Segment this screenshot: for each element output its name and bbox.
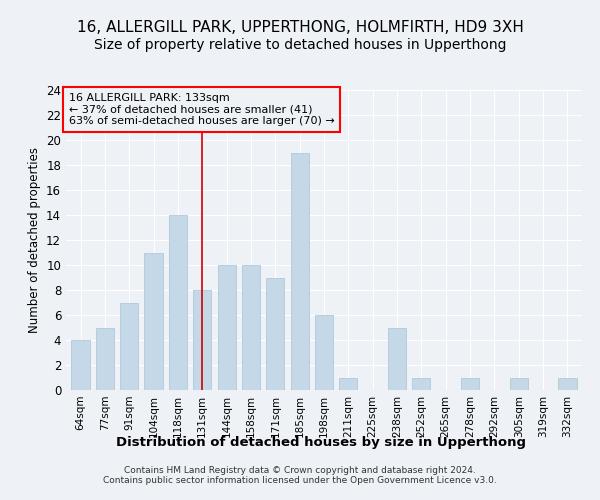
Text: Distribution of detached houses by size in Upperthong: Distribution of detached houses by size … [116, 436, 526, 449]
Text: Contains HM Land Registry data © Crown copyright and database right 2024.
Contai: Contains HM Land Registry data © Crown c… [103, 466, 497, 485]
Bar [388, 328, 406, 390]
Y-axis label: Number of detached properties: Number of detached properties [28, 147, 41, 333]
Bar [461, 378, 479, 390]
Text: 16, ALLERGILL PARK, UPPERTHONG, HOLMFIRTH, HD9 3XH: 16, ALLERGILL PARK, UPPERTHONG, HOLMFIRT… [77, 20, 523, 35]
Bar [290, 152, 309, 390]
Bar [315, 315, 333, 390]
Bar [218, 265, 236, 390]
Bar [169, 215, 187, 390]
Bar [145, 252, 163, 390]
Bar [266, 278, 284, 390]
Bar [96, 328, 114, 390]
Bar [558, 378, 577, 390]
Text: Size of property relative to detached houses in Upperthong: Size of property relative to detached ho… [94, 38, 506, 52]
Bar [242, 265, 260, 390]
Bar [509, 378, 528, 390]
Text: 16 ALLERGILL PARK: 133sqm
← 37% of detached houses are smaller (41)
63% of semi-: 16 ALLERGILL PARK: 133sqm ← 37% of detac… [68, 93, 334, 126]
Bar [193, 290, 211, 390]
Bar [71, 340, 90, 390]
Bar [120, 302, 139, 390]
Bar [339, 378, 358, 390]
Bar [412, 378, 430, 390]
